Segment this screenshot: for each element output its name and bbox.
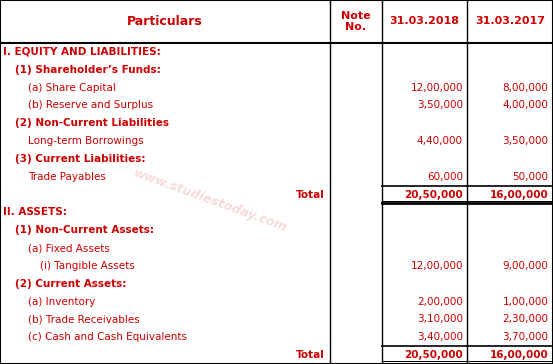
Text: (a) Share Capital: (a) Share Capital bbox=[28, 83, 116, 92]
Text: 31.03.2018: 31.03.2018 bbox=[389, 16, 460, 27]
Text: www.studiestoday.com: www.studiestoday.com bbox=[132, 166, 289, 234]
Text: 3,10,000: 3,10,000 bbox=[417, 314, 463, 324]
Text: 31.03.2017: 31.03.2017 bbox=[475, 16, 545, 27]
Text: 16,00,000: 16,00,000 bbox=[490, 190, 549, 199]
Text: 4,00,000: 4,00,000 bbox=[503, 100, 549, 110]
Text: (b) Trade Receivables: (b) Trade Receivables bbox=[28, 314, 139, 324]
Text: 60,000: 60,000 bbox=[427, 172, 463, 182]
Text: 16,00,000: 16,00,000 bbox=[490, 350, 549, 360]
Text: 4,40,000: 4,40,000 bbox=[417, 136, 463, 146]
Text: 3,70,000: 3,70,000 bbox=[503, 332, 549, 342]
Text: (2) Non-Current Liabilities: (2) Non-Current Liabilities bbox=[15, 118, 169, 128]
Text: Long-term Borrowings: Long-term Borrowings bbox=[28, 136, 143, 146]
Text: 8,00,000: 8,00,000 bbox=[503, 83, 549, 92]
Text: (a) Inventory: (a) Inventory bbox=[28, 297, 95, 306]
Text: 2,00,000: 2,00,000 bbox=[417, 297, 463, 306]
Text: 20,50,000: 20,50,000 bbox=[404, 350, 463, 360]
Text: 3,40,000: 3,40,000 bbox=[417, 332, 463, 342]
Text: 3,50,000: 3,50,000 bbox=[503, 136, 549, 146]
Text: (1) Shareholder’s Funds:: (1) Shareholder’s Funds: bbox=[15, 65, 161, 75]
Text: (2) Current Assets:: (2) Current Assets: bbox=[15, 279, 127, 289]
Text: Note
No.: Note No. bbox=[341, 11, 371, 32]
Text: Trade Payables: Trade Payables bbox=[28, 172, 106, 182]
Text: (1) Non-Current Assets:: (1) Non-Current Assets: bbox=[15, 225, 154, 235]
Text: (i) Tangible Assets: (i) Tangible Assets bbox=[40, 261, 134, 271]
Text: (b) Reserve and Surplus: (b) Reserve and Surplus bbox=[28, 100, 153, 110]
Text: (3) Current Liabilities:: (3) Current Liabilities: bbox=[15, 154, 146, 164]
Text: Total: Total bbox=[296, 350, 325, 360]
Text: I. EQUITY AND LIABILITIES:: I. EQUITY AND LIABILITIES: bbox=[3, 47, 161, 57]
Text: 12,00,000: 12,00,000 bbox=[410, 261, 463, 271]
Text: Total: Total bbox=[296, 190, 325, 199]
Text: II. ASSETS:: II. ASSETS: bbox=[3, 207, 67, 217]
Text: Particulars: Particulars bbox=[127, 15, 203, 28]
Text: 20,50,000: 20,50,000 bbox=[404, 190, 463, 199]
Text: 2,30,000: 2,30,000 bbox=[503, 314, 549, 324]
Text: (a) Fixed Assets: (a) Fixed Assets bbox=[28, 243, 109, 253]
Text: 1,00,000: 1,00,000 bbox=[503, 297, 549, 306]
Text: 3,50,000: 3,50,000 bbox=[417, 100, 463, 110]
Text: 12,00,000: 12,00,000 bbox=[410, 83, 463, 92]
Text: 50,000: 50,000 bbox=[513, 172, 549, 182]
Text: (c) Cash and Cash Equivalents: (c) Cash and Cash Equivalents bbox=[28, 332, 187, 342]
Text: 9,00,000: 9,00,000 bbox=[503, 261, 549, 271]
